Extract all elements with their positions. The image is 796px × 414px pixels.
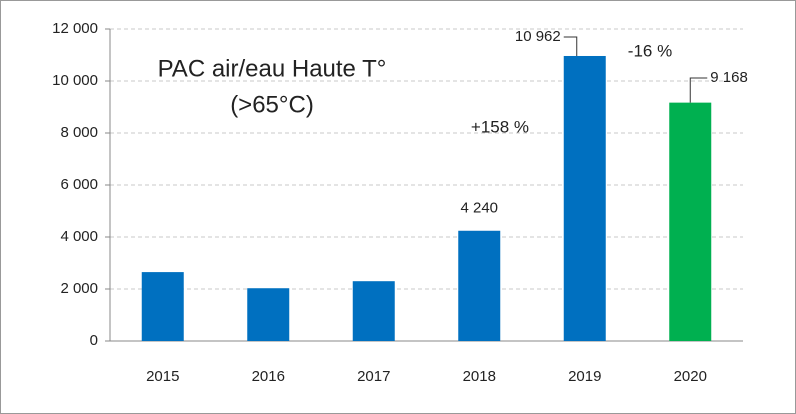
- y-tick-label: 4 000: [60, 228, 98, 245]
- y-tick-label: 2 000: [60, 280, 98, 297]
- data-label: 10 962: [515, 28, 561, 45]
- annotation: +158 %: [471, 117, 529, 136]
- bar: [352, 281, 395, 341]
- x-tick-label: 2019: [568, 368, 601, 385]
- x-tick-label: 2020: [674, 368, 707, 385]
- x-tick-label: 2018: [463, 368, 496, 385]
- annotation: -16 %: [628, 41, 672, 60]
- y-tick-label: 12 000: [52, 20, 98, 37]
- x-tick-label: 2015: [146, 368, 179, 385]
- y-tick-label: 0: [90, 332, 98, 349]
- leader-line: [689, 77, 708, 103]
- x-tick-label: 2017: [357, 368, 390, 385]
- bar: [247, 288, 290, 341]
- bar: [563, 55, 606, 341]
- data-label: 9 168: [710, 69, 748, 86]
- bar: [669, 102, 712, 341]
- x-tick-label: 2016: [252, 368, 285, 385]
- bar: [141, 272, 184, 341]
- y-tick-label: 8 000: [60, 124, 98, 141]
- leader-line: [563, 36, 578, 56]
- y-tick-label: 10 000: [52, 72, 98, 89]
- bar: [458, 230, 501, 341]
- chart-title: PAC air/eau Haute T°: [158, 55, 387, 82]
- data-label: 4 240: [460, 200, 498, 217]
- chart-subtitle: (>65°C): [230, 91, 314, 118]
- y-tick-label: 6 000: [60, 176, 98, 193]
